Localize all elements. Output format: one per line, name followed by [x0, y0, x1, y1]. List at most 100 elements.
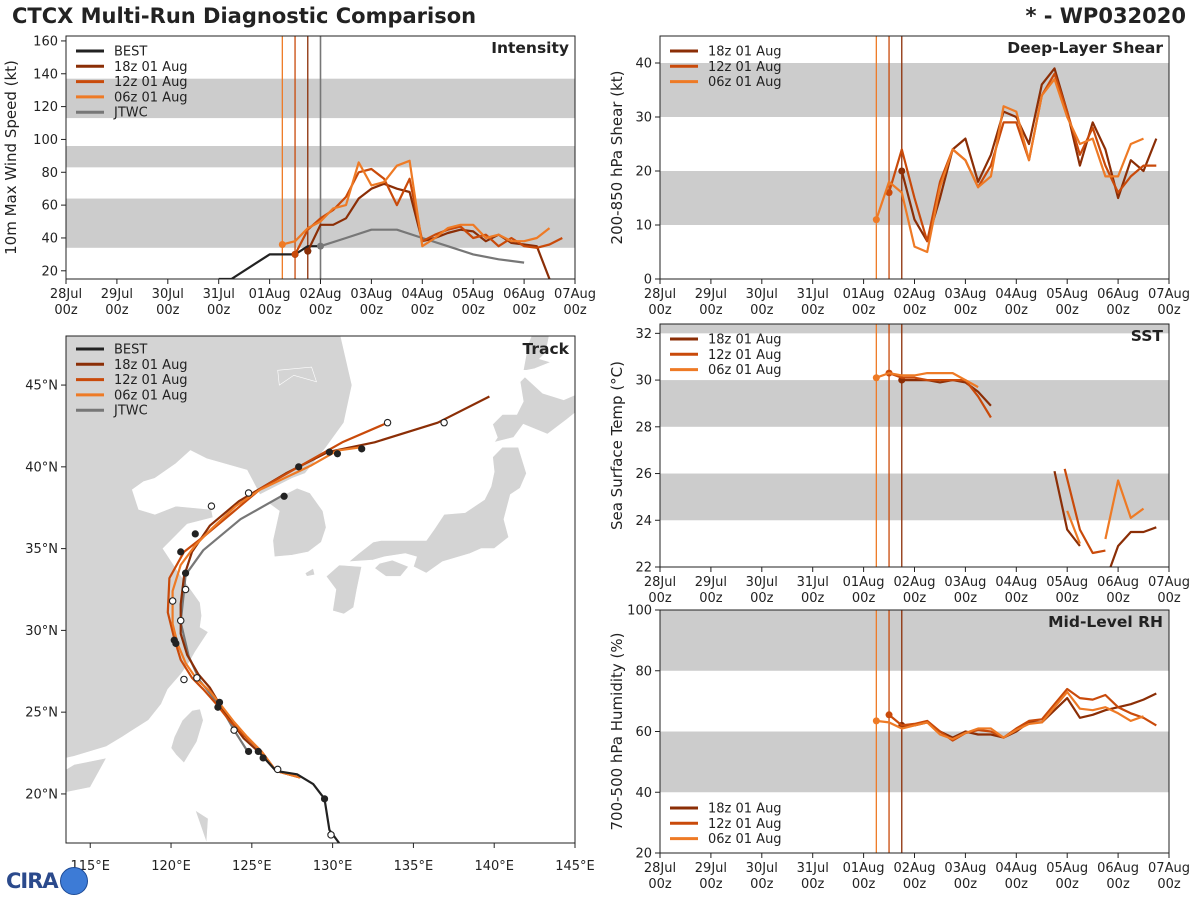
series-line-r18 [1053, 470, 1081, 547]
x-tick-label: 00z [1005, 303, 1029, 318]
y-tick-label: 120 [33, 100, 58, 115]
x-tick-label: 00z [699, 591, 723, 606]
land-area [194, 809, 209, 843]
legend-label: 06z 01 Aug [114, 388, 188, 403]
y-tick-label: 100 [33, 133, 58, 148]
legend-label: BEST [114, 45, 147, 60]
x-tick-label: 00z [258, 303, 282, 318]
y-tick-label: 20°N [25, 787, 58, 802]
y-tick-label: 160 [33, 34, 58, 49]
chart-shear: 01020304028Jul00z29Jul00z30Jul00z31Jul00… [608, 35, 1190, 318]
y-tick-label: 100 [627, 604, 652, 619]
legend-label: 18z 01 Aug [708, 45, 782, 60]
x-tick-label: 07Aug [1148, 861, 1190, 876]
track-position-marker [440, 418, 448, 427]
land-area [66, 757, 107, 793]
panel-title: Track [523, 340, 570, 358]
series-marker-r06 [872, 717, 880, 725]
plot-frame [65, 335, 576, 844]
x-tick-label: 125°E [232, 859, 272, 874]
y-tick-label: 30 [635, 374, 652, 389]
y-tick-label: 35°N [25, 542, 58, 557]
shaded-band [660, 380, 1169, 427]
track-position-marker [273, 765, 282, 774]
y-axis-label: 10m Max Wind Speed (kt) [2, 60, 20, 255]
track-position-marker [259, 754, 267, 762]
x-tick-label: 00z [1157, 591, 1181, 606]
x-tick-label: 00z [954, 591, 978, 606]
series-line-r18 [901, 379, 992, 407]
y-tick-label: 26 [635, 467, 652, 482]
series-line-r18 [306, 182, 551, 279]
x-tick-label: 05Aug [1046, 287, 1088, 302]
x-tick-label: 00z [411, 303, 435, 318]
x-tick-label: 31Jul [797, 861, 829, 876]
x-tick-label: 00z [54, 303, 78, 318]
x-tick-label: 00z [903, 591, 927, 606]
series-marker-r06 [872, 374, 880, 382]
x-tick-label: 135°E [394, 859, 434, 874]
x-tick-label: 29Jul [101, 287, 133, 302]
y-axis-label: 700-500 hPa Humidity (%) [608, 632, 626, 830]
x-tick-label: 05Aug [1046, 861, 1088, 876]
land-area [522, 336, 552, 371]
x-tick-label: 02Aug [300, 287, 342, 302]
track-position-marker [181, 585, 190, 594]
x-tick-label: 30Jul [746, 287, 778, 302]
track-position-marker [177, 548, 185, 556]
x-tick-label: 00z [954, 877, 978, 892]
legend-label: 06z 01 Aug [708, 75, 782, 90]
x-tick-label: 00z [1005, 591, 1029, 606]
x-tick-label: 30Jul [746, 575, 778, 590]
shaded-band [660, 610, 1169, 671]
series-line-r06 [282, 159, 551, 248]
x-tick-label: 28Jul [50, 287, 82, 302]
x-tick-label: 00z [750, 591, 774, 606]
track-position-marker [333, 450, 342, 458]
x-tick-label: 00z [1157, 303, 1181, 318]
x-tick-label: 00z [1056, 591, 1080, 606]
x-tick-label: 00z [801, 877, 825, 892]
series-line-r12 [888, 687, 1157, 742]
legend-label: 06z 01 Aug [114, 90, 188, 105]
y-tick-label: 28 [635, 420, 652, 435]
y-tick-label: 80 [41, 166, 58, 181]
x-tick-label: 04Aug [995, 861, 1037, 876]
series-line-r12 [887, 72, 1157, 243]
panel-title: SST [1131, 327, 1164, 345]
series-marker-r12 [885, 711, 893, 719]
y-tick-label: 40 [635, 786, 652, 801]
legend-label: 12z 01 Aug [708, 348, 782, 363]
x-tick-label: 00z [1005, 877, 1029, 892]
track-position-marker [180, 675, 188, 684]
legend-label: 18z 01 Aug [114, 60, 188, 75]
y-tick-label: 40°N [25, 460, 58, 475]
x-tick-label: 29Jul [695, 575, 727, 590]
x-tick-label: 30Jul [746, 861, 778, 876]
x-tick-label: 00z [105, 303, 129, 318]
y-tick-label: 30 [635, 111, 652, 126]
chart-track: 115°E 120°E 125°E 130°E 135°E 140°E 145°E20°N2… [25, 335, 595, 874]
x-tick-label: 00z [512, 303, 536, 318]
x-tick-label: 29Jul [695, 861, 727, 876]
chart-title: CTCX Multi-Run Diagnostic Comparison [12, 4, 477, 28]
x-tick-label: 00z [563, 303, 587, 318]
land-area [66, 336, 353, 759]
y-tick-label: 60 [635, 725, 652, 740]
x-tick-label: 06Aug [503, 287, 545, 302]
y-tick-label: 40 [635, 57, 652, 72]
track-position-marker [191, 530, 199, 538]
x-tick-label: 140°E [474, 859, 514, 874]
x-tick-label: 07Aug [554, 287, 596, 302]
legend-label: BEST [114, 343, 147, 358]
logo-globe-icon [59, 867, 88, 895]
legend-label: 18z 01 Aug [708, 333, 782, 348]
shaded-band [660, 731, 1169, 793]
x-tick-label: 00z [648, 303, 672, 318]
x-tick-label: 00z [852, 877, 876, 892]
y-tick-label: 24 [635, 514, 652, 529]
x-tick-label: 03Aug [350, 287, 392, 302]
chart-rh: 2040608010028Jul00z29Jul00z30Jul00z31Jul… [608, 604, 1190, 893]
track-position-marker [168, 597, 177, 605]
track-position-marker [244, 489, 253, 497]
